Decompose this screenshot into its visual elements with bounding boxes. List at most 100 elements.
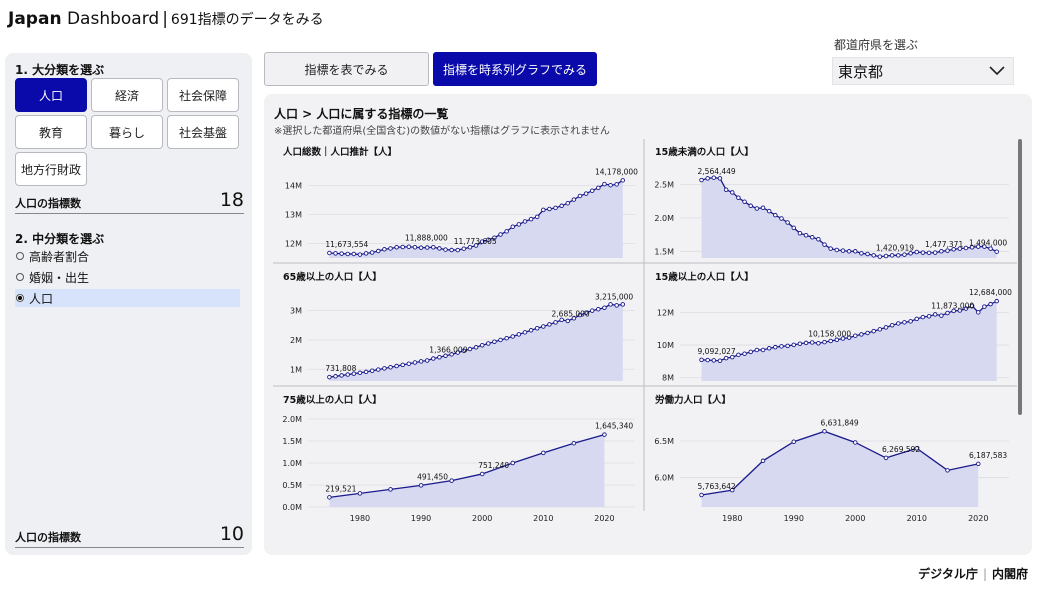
y-tick-label: 8M — [662, 374, 674, 383]
radio-selected-icon — [16, 294, 24, 302]
main-title: 人口 > 人口に属する指標の一覧 — [274, 107, 449, 121]
category-button-education[interactable]: 教育 — [15, 115, 87, 149]
data-point — [748, 203, 753, 209]
category-button-population[interactable]: 人口 — [15, 78, 87, 112]
prefecture-select[interactable]: 東京都 — [832, 57, 1014, 85]
data-point — [736, 195, 741, 201]
data-point — [809, 235, 815, 240]
data-point — [559, 203, 564, 209]
subcategory-label: 高齢者割合 — [29, 249, 90, 264]
y-tick-label: 1.0M — [282, 459, 302, 468]
subcategory-population[interactable]: 人口 — [15, 289, 240, 307]
data-point — [559, 317, 564, 323]
x-tick-label: 2020 — [594, 514, 614, 523]
data-point — [976, 461, 981, 467]
x-tick-label: 2010 — [533, 514, 553, 523]
chart-title: 人口総数｜人口推計【人】 — [283, 146, 397, 158]
data-point — [339, 373, 344, 378]
data-point — [351, 371, 357, 376]
y-tick-label: 3M — [290, 307, 302, 316]
prefecture-label: 都道府県を選ぶ — [834, 38, 919, 52]
data-point — [742, 199, 747, 205]
data-point — [914, 316, 920, 322]
data-label: 731,808 — [325, 364, 356, 373]
data-point — [797, 341, 803, 346]
data-point — [492, 235, 497, 240]
data-label: 1,477,371 — [925, 240, 963, 249]
data-point — [705, 357, 710, 363]
data-label: 5,763,642 — [698, 482, 736, 491]
data-point — [583, 191, 589, 196]
data-point — [614, 303, 619, 308]
data-point — [871, 253, 876, 258]
data-point — [914, 446, 920, 451]
data-label: 219,521 — [325, 484, 356, 493]
data-point — [742, 351, 747, 356]
data-point — [736, 352, 741, 358]
y-tick-label: 1.5M — [282, 437, 302, 446]
data-point — [853, 249, 858, 254]
area-fill — [329, 180, 623, 258]
data-point — [760, 347, 766, 353]
data-point — [865, 330, 870, 336]
data-point — [418, 245, 424, 250]
subcategory-elderly-ratio[interactable]: 高齢者割合 — [15, 247, 240, 265]
data-point — [883, 253, 889, 259]
data-point — [498, 337, 503, 343]
data-point — [865, 251, 870, 257]
y-tick-label: 1M — [290, 365, 302, 374]
data-label: 1,645,340 — [595, 422, 633, 431]
main-note: ※選択した都道府県(全国含む)の数値がない指標はグラフに表示されません — [274, 126, 610, 137]
data-label: 6,187,583 — [969, 451, 1007, 460]
category-button-infrastructure[interactable]: 社会基盤 — [167, 115, 239, 149]
category-button-local-finance[interactable]: 地方行財政 — [15, 152, 87, 186]
indicator-count-1-value: 18 — [219, 189, 244, 211]
data-point — [902, 320, 907, 325]
data-point — [969, 303, 975, 309]
category-button-economy[interactable]: 経済 — [91, 78, 163, 112]
subcategory-label: 人口 — [29, 291, 54, 306]
data-point — [920, 250, 926, 255]
data-point — [486, 341, 491, 346]
view-graph-button[interactable]: 指標を時系列グラフでみる — [433, 52, 597, 86]
data-point — [528, 216, 534, 222]
data-point — [773, 344, 778, 350]
y-tick-label: 1.5M — [654, 247, 674, 256]
data-point — [994, 249, 999, 254]
data-point — [357, 491, 363, 496]
data-label: 11,888,000 — [405, 234, 448, 243]
data-point — [388, 487, 393, 492]
data-point — [571, 440, 577, 446]
view-table-button[interactable]: 指標を表でみる — [264, 52, 429, 86]
y-tick-label: 6.0M — [654, 474, 674, 483]
data-point — [553, 205, 558, 211]
area-fill — [701, 301, 997, 381]
data-point — [754, 347, 760, 353]
data-point — [369, 250, 375, 255]
data-point — [976, 244, 981, 249]
data-point — [730, 354, 735, 360]
data-point — [388, 246, 393, 251]
data-point — [877, 254, 883, 259]
data-point — [963, 245, 969, 251]
data-point — [620, 302, 626, 307]
y-tick-label: 12M — [285, 240, 302, 249]
data-point — [510, 334, 516, 339]
data-point — [859, 332, 864, 337]
subcategory-marriage-birth[interactable]: 婚姻・出生 — [15, 268, 240, 286]
data-point — [357, 252, 363, 257]
category-button-social-security[interactable]: 社会保障 — [167, 78, 239, 112]
data-point — [449, 352, 454, 357]
data-point — [504, 229, 509, 234]
data-point — [589, 188, 595, 193]
data-point — [785, 220, 790, 225]
vertical-scrollbar[interactable] — [1018, 139, 1022, 415]
x-tick-label: 2020 — [968, 514, 988, 523]
data-point — [473, 345, 479, 350]
data-point — [945, 310, 950, 316]
data-point — [486, 237, 491, 242]
series-line — [329, 433, 605, 498]
prefecture-selected-value: 東京都 — [838, 62, 884, 81]
data-label: 11,673,554 — [325, 240, 368, 249]
category-button-living[interactable]: 暮らし — [91, 115, 163, 149]
